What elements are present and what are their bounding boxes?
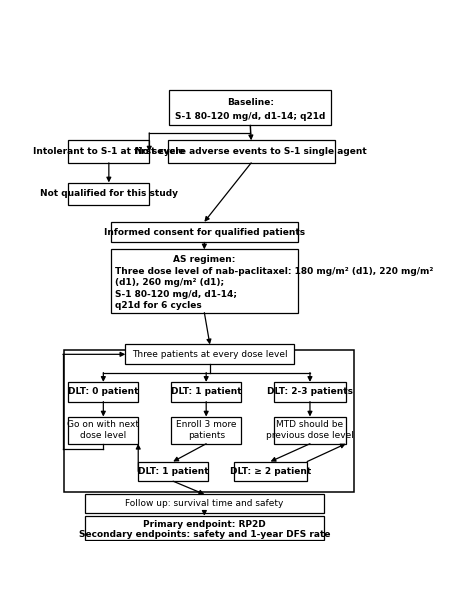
FancyBboxPatch shape xyxy=(68,382,138,402)
FancyBboxPatch shape xyxy=(68,140,149,163)
Text: Not qualified for this study: Not qualified for this study xyxy=(40,189,178,198)
FancyBboxPatch shape xyxy=(110,222,298,243)
FancyBboxPatch shape xyxy=(68,416,138,444)
Text: DLT: 1 patient: DLT: 1 patient xyxy=(138,467,209,476)
FancyBboxPatch shape xyxy=(168,140,335,163)
FancyBboxPatch shape xyxy=(234,461,307,481)
Text: S-1 80-120 mg/d, d1-14; q21d: S-1 80-120 mg/d, d1-14; q21d xyxy=(175,112,326,122)
FancyBboxPatch shape xyxy=(169,90,331,125)
Text: Go on with next
dose level: Go on with next dose level xyxy=(67,421,139,440)
Text: Three patients at every dose level: Three patients at every dose level xyxy=(132,350,288,359)
Text: DLT: 0 patient: DLT: 0 patient xyxy=(68,387,138,396)
Text: Secondary endpoints: safety and 1-year DFS rate: Secondary endpoints: safety and 1-year D… xyxy=(79,530,330,539)
FancyBboxPatch shape xyxy=(274,382,346,402)
Text: (d1), 260 mg/m² (d1);: (d1), 260 mg/m² (d1); xyxy=(115,278,224,288)
Text: DLT: ≥ 2 patient: DLT: ≥ 2 patient xyxy=(230,467,311,476)
FancyBboxPatch shape xyxy=(110,249,298,313)
Text: Informed consent for qualified patients: Informed consent for qualified patients xyxy=(104,227,305,237)
Text: DLT: 2-3 patients: DLT: 2-3 patients xyxy=(267,387,353,396)
FancyBboxPatch shape xyxy=(64,350,354,492)
FancyBboxPatch shape xyxy=(274,416,346,444)
FancyBboxPatch shape xyxy=(171,416,241,444)
Text: 3+3 dose escalation: 3+3 dose escalation xyxy=(163,354,255,364)
Text: Baseline:: Baseline: xyxy=(227,98,274,108)
Text: S-1 80-120 mg/d, d1-14;: S-1 80-120 mg/d, d1-14; xyxy=(115,290,237,299)
Text: Enroll 3 more
patients: Enroll 3 more patients xyxy=(176,421,237,440)
Text: DLT: 1 patient: DLT: 1 patient xyxy=(171,387,241,396)
Text: Follow up: survival time and safety: Follow up: survival time and safety xyxy=(125,499,283,508)
Text: Primary endpoint: RP2D: Primary endpoint: RP2D xyxy=(143,520,266,529)
Text: AS regimen:: AS regimen: xyxy=(173,255,236,264)
Text: q21d for 6 cycles: q21d for 6 cycles xyxy=(115,301,202,310)
FancyBboxPatch shape xyxy=(85,494,324,513)
Text: Intolerant to S-1 at first cycle: Intolerant to S-1 at first cycle xyxy=(33,147,184,156)
FancyBboxPatch shape xyxy=(125,345,294,364)
Text: No severe adverse events to S-1 single agent: No severe adverse events to S-1 single a… xyxy=(135,147,367,156)
FancyBboxPatch shape xyxy=(138,461,208,481)
FancyBboxPatch shape xyxy=(171,382,241,402)
FancyBboxPatch shape xyxy=(68,182,149,205)
Text: MTD should be
previous dose level: MTD should be previous dose level xyxy=(266,421,354,440)
FancyBboxPatch shape xyxy=(85,516,324,540)
Text: Three dose level of nab-paclitaxel: 180 mg/m² (d1), 220 mg/m²: Three dose level of nab-paclitaxel: 180 … xyxy=(115,267,433,276)
